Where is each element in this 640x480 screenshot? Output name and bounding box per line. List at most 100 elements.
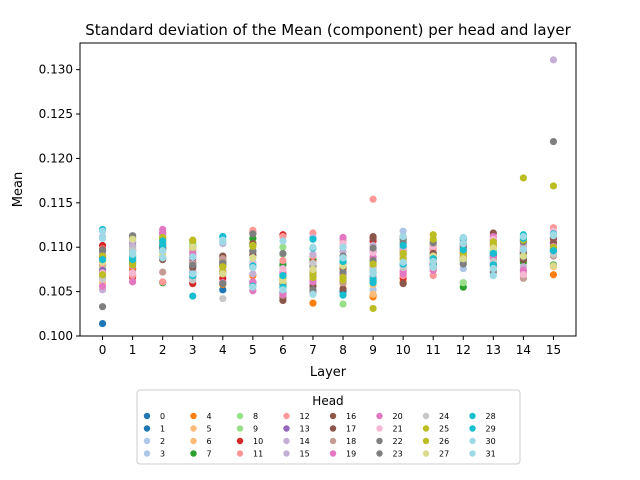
x-tick-label: 1 bbox=[129, 343, 137, 357]
data-point bbox=[159, 268, 167, 276]
data-point bbox=[459, 279, 467, 287]
legend-marker bbox=[143, 425, 151, 432]
data-point bbox=[309, 243, 317, 251]
x-tick-label: 6 bbox=[279, 343, 287, 357]
legend-marker bbox=[469, 437, 476, 445]
data-point bbox=[339, 268, 347, 276]
chart-title: Standard deviation of the Mean (componen… bbox=[85, 21, 571, 39]
legend-marker bbox=[376, 437, 383, 445]
data-point bbox=[98, 256, 107, 264]
data-point bbox=[519, 252, 527, 260]
x-tick-label: 9 bbox=[369, 343, 377, 357]
y-tick-label: 0.130 bbox=[39, 63, 73, 77]
legend-marker bbox=[236, 437, 244, 445]
data-point bbox=[489, 264, 497, 273]
legend-label: 21 bbox=[393, 425, 403, 434]
plot-frame bbox=[79, 42, 577, 337]
data-point bbox=[459, 255, 467, 263]
data-point bbox=[279, 249, 287, 258]
data-point bbox=[399, 232, 407, 241]
data-point bbox=[339, 300, 347, 308]
legend-label: 26 bbox=[439, 437, 449, 446]
y-tick-label: 0.120 bbox=[39, 151, 73, 165]
data-point bbox=[339, 243, 347, 251]
data-point bbox=[399, 227, 407, 235]
data-point bbox=[339, 254, 347, 262]
data-point bbox=[189, 270, 197, 278]
data-point bbox=[98, 319, 107, 328]
data-point bbox=[489, 238, 497, 246]
data-point bbox=[159, 247, 167, 255]
legend-marker bbox=[422, 412, 430, 420]
data-point bbox=[159, 237, 167, 245]
x-tick-label: 11 bbox=[426, 343, 441, 357]
data-point bbox=[369, 260, 377, 268]
data-point bbox=[159, 278, 167, 286]
data-point bbox=[489, 272, 497, 280]
x-axis-ticks: 0 1 2 3 4 5 6 7 8 9 10 11 12 13 14 15 bbox=[99, 336, 561, 357]
y-axis-label: Mean bbox=[11, 172, 26, 207]
data-point bbox=[189, 237, 197, 245]
x-tick-label: 12 bbox=[456, 343, 471, 357]
legend-label: 19 bbox=[346, 450, 356, 459]
legend-label: 13 bbox=[300, 425, 310, 434]
data-point bbox=[339, 276, 347, 284]
legend: Head 01234567891011121314151617181920212… bbox=[136, 389, 521, 465]
data-point bbox=[399, 249, 407, 258]
x-tick-label: 0 bbox=[99, 343, 107, 357]
data-point bbox=[549, 262, 558, 270]
legend-label: 18 bbox=[346, 437, 356, 446]
x-tick-label: 4 bbox=[219, 343, 227, 357]
legend-marker bbox=[283, 425, 290, 432]
data-point bbox=[129, 278, 137, 286]
data-point bbox=[519, 246, 527, 254]
legend-label: 23 bbox=[393, 450, 403, 459]
data-point bbox=[98, 234, 107, 242]
data-point bbox=[459, 260, 467, 268]
legend-label: 10 bbox=[253, 437, 263, 446]
data-point bbox=[369, 195, 377, 203]
legend-marker bbox=[376, 425, 383, 432]
legend-label: 15 bbox=[300, 450, 310, 459]
data-point bbox=[309, 265, 317, 274]
legend-label: 17 bbox=[346, 425, 356, 434]
data-point bbox=[98, 282, 107, 290]
legend-marker bbox=[190, 450, 197, 457]
data-point bbox=[549, 247, 558, 255]
data-point bbox=[339, 291, 347, 299]
data-point bbox=[219, 295, 227, 303]
y-tick-label: 0.115 bbox=[39, 196, 73, 210]
legend-marker bbox=[190, 412, 197, 420]
data-point bbox=[369, 279, 377, 287]
legend-marker bbox=[283, 412, 290, 420]
legend-marker bbox=[329, 437, 337, 445]
legend-label: 14 bbox=[300, 437, 310, 446]
data-point bbox=[369, 304, 377, 313]
data-point bbox=[309, 259, 317, 267]
data-point bbox=[399, 241, 407, 250]
legend-label: 25 bbox=[439, 425, 449, 434]
data-point bbox=[279, 286, 287, 294]
y-tick-label: 0.105 bbox=[39, 285, 73, 299]
legend-label: 24 bbox=[439, 412, 449, 421]
legend-label: 0 bbox=[160, 412, 165, 421]
legend-marker bbox=[190, 425, 197, 432]
legend-label: 5 bbox=[207, 425, 212, 434]
legend-marker bbox=[422, 425, 430, 432]
x-tick-label: 13 bbox=[486, 343, 501, 357]
legend-marker bbox=[283, 450, 290, 457]
y-tick-label: 0.110 bbox=[39, 240, 73, 254]
x-tick-label: 7 bbox=[309, 343, 317, 357]
data-point bbox=[399, 258, 407, 266]
legend-marker bbox=[376, 412, 383, 420]
data-point bbox=[129, 250, 137, 258]
legend-label: 6 bbox=[207, 437, 212, 446]
data-point bbox=[339, 285, 347, 293]
legend-label: 7 bbox=[207, 450, 212, 459]
data-point bbox=[549, 56, 558, 64]
x-tick-label: 14 bbox=[516, 343, 531, 357]
legend-label: 20 bbox=[393, 412, 403, 421]
data-point bbox=[189, 243, 197, 251]
legend-marker bbox=[329, 412, 337, 420]
